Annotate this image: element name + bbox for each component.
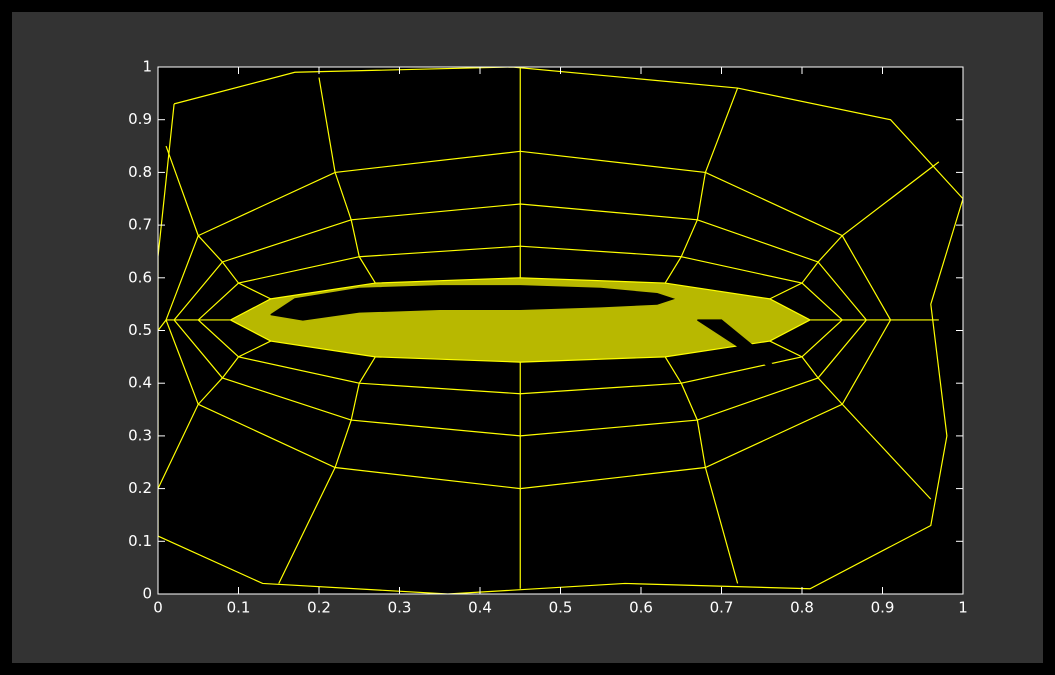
x-tick-label: 0.3	[388, 599, 412, 617]
y-tick-label: 0.2	[128, 479, 152, 497]
page: 0 0.1 0.2 0.3 0.4 0.5 0.6 0.7 0.8 0.9 1 0 0.1 0.2 0.3 0…	[0, 0, 1055, 675]
y-tick-label: 0	[142, 585, 152, 603]
x-tick-label: 0.8	[790, 599, 814, 617]
y-tick-label: 0.6	[128, 268, 152, 286]
x-tick-label: 0	[153, 599, 163, 617]
y-tick-label: 0.4	[128, 374, 152, 392]
y-tick-label: 0.5	[128, 321, 152, 339]
x-tick-label: 0.6	[629, 599, 653, 617]
y-tick-label: 0.9	[128, 110, 152, 128]
x-tick-label: 0.5	[549, 599, 573, 617]
y-tick-label: 0.1	[128, 532, 152, 550]
y-tick-label: 0.8	[128, 163, 152, 181]
x-tick-label: 0.2	[307, 599, 331, 617]
y-tick-label: 1	[142, 58, 152, 76]
x-tick-label: 1	[958, 599, 968, 617]
chart: 0 0.1 0.2 0.3 0.4 0.5 0.6 0.7 0.8 0.9 1 0 0.1 0.2 0.3 0…	[0, 0, 1055, 675]
x-tick-label: 0.1	[227, 599, 251, 617]
x-tick-label: 0.9	[871, 599, 895, 617]
x-tick-label: 0.4	[468, 599, 492, 617]
y-tick-label: 0.3	[128, 426, 152, 444]
x-tick-label: 0.7	[710, 599, 734, 617]
y-tick-label: 0.7	[128, 216, 152, 234]
